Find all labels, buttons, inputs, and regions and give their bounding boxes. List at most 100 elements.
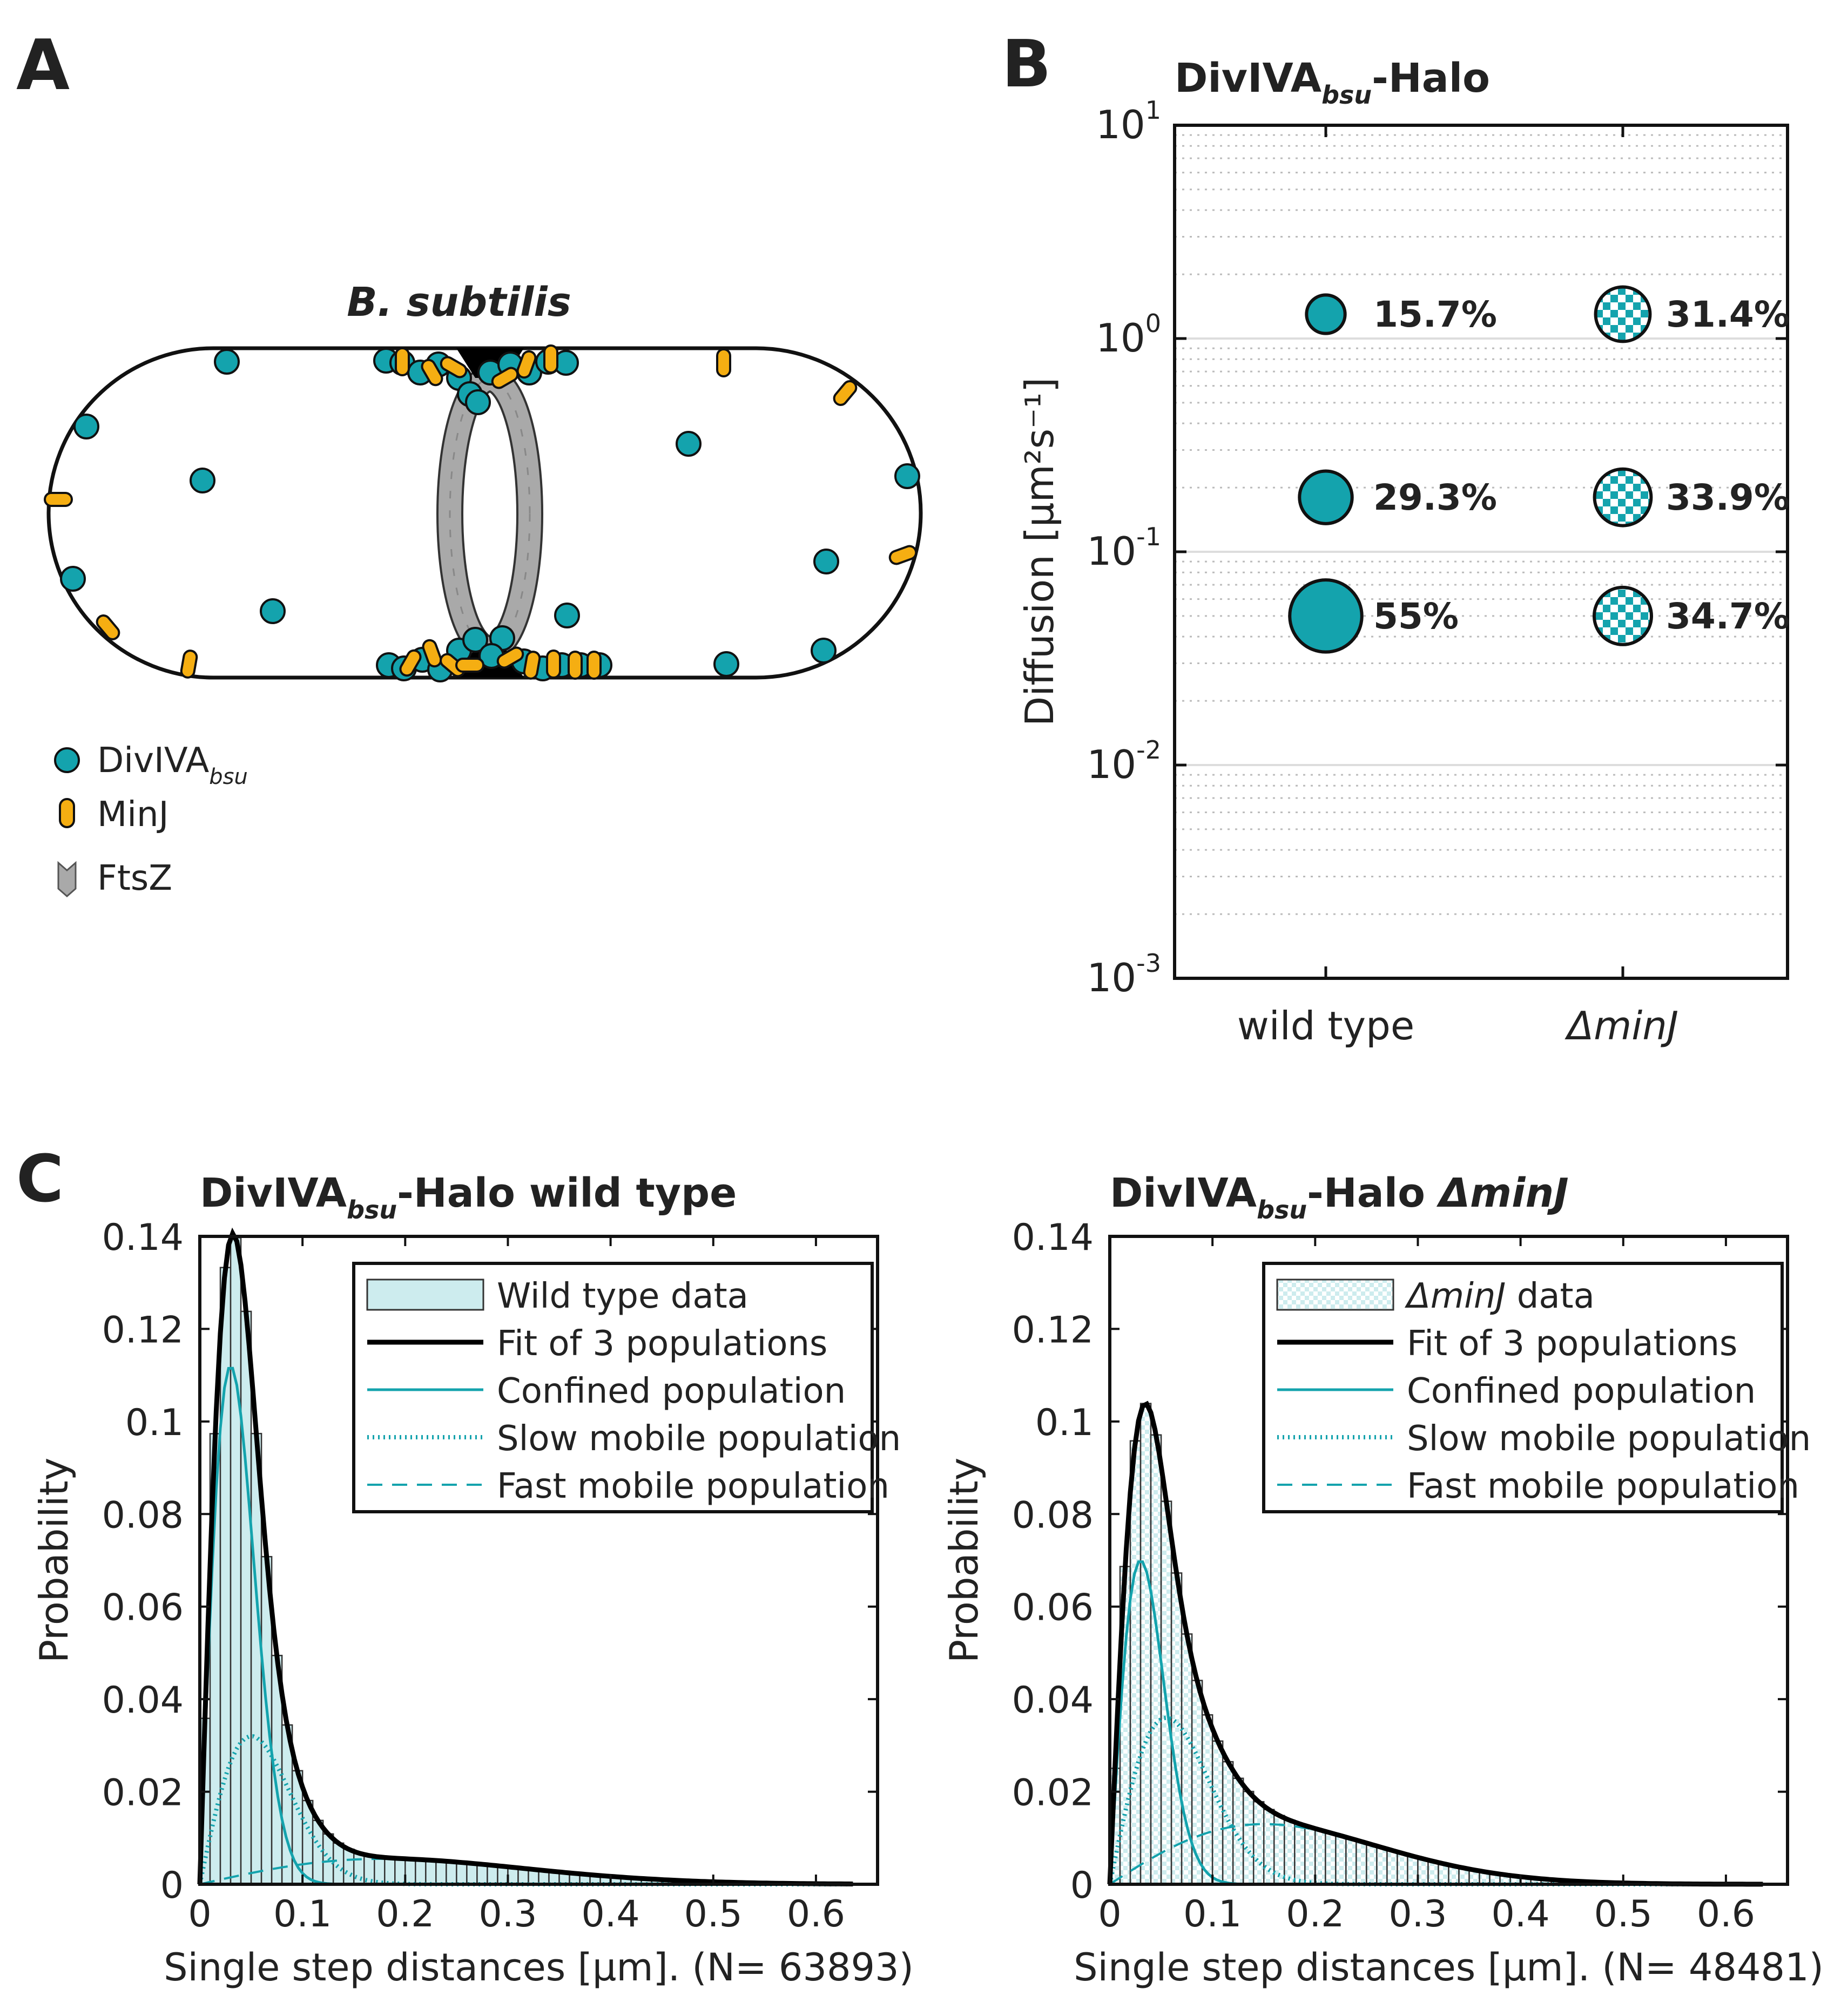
diviva-dot bbox=[214, 349, 240, 375]
panel-b-y-axis: 10-3 10-2 10-1 100 101 bbox=[1087, 96, 1788, 1000]
y-tick-label: 100 bbox=[1096, 309, 1161, 361]
minj-pill bbox=[422, 639, 442, 668]
minj-pill bbox=[44, 492, 73, 507]
minj-pill bbox=[568, 651, 583, 680]
histogram-bar bbox=[1139, 1403, 1152, 1885]
y-tick-label: 0.1 bbox=[1035, 1402, 1094, 1444]
histogram-bar bbox=[1345, 1838, 1357, 1885]
histogram-bar bbox=[1181, 1633, 1193, 1885]
panel-b-bubbles: 15.7% 29.3% 55% 31.4% 33.9% 34.7% bbox=[1288, 285, 1790, 654]
histogram-bar bbox=[312, 1819, 324, 1885]
panel-b: B DivIVAbsu-Halo 10-3 10-2 10-1 100 101 Diff… bbox=[1002, 27, 1790, 1048]
panel-b-grid bbox=[1175, 134, 1788, 915]
x-tick-label: 0.2 bbox=[376, 1893, 434, 1936]
legend-entry-label: Wild type data bbox=[497, 1276, 748, 1316]
histogram-bar bbox=[1366, 1844, 1378, 1885]
y-axis-label: Probability bbox=[31, 1458, 77, 1663]
y-tick-label: 0.04 bbox=[102, 1679, 184, 1722]
minj-pill bbox=[421, 358, 443, 387]
minj-cluster bbox=[44, 344, 918, 680]
y-tick-label: 10-2 bbox=[1087, 735, 1162, 787]
y-tick-label: 0.04 bbox=[1012, 1679, 1094, 1722]
diffusion-bubble bbox=[1592, 585, 1654, 646]
fraction-label: 29.3% bbox=[1373, 477, 1497, 518]
minj-pill bbox=[523, 651, 541, 680]
y-tick-label: 10-3 bbox=[1087, 949, 1162, 1000]
y-tick-label: 0.08 bbox=[102, 1494, 184, 1537]
histogram-bar bbox=[1407, 1855, 1419, 1885]
diviva-dot bbox=[813, 549, 839, 574]
legend-diviva-icon bbox=[54, 747, 80, 773]
diviva-dot bbox=[465, 389, 491, 415]
fraction-label: 15.7% bbox=[1373, 294, 1497, 335]
legend-entry-label: Confined population bbox=[497, 1371, 846, 1411]
histogram-axes-box bbox=[198, 1235, 879, 1886]
y-tick-label: 0.02 bbox=[102, 1772, 184, 1815]
minj-pill bbox=[543, 344, 558, 374]
minj-pill bbox=[516, 350, 537, 379]
minj-pill bbox=[96, 614, 120, 640]
minj-pill bbox=[833, 380, 858, 406]
x-category-label: ΔminJ bbox=[1564, 1003, 1678, 1048]
legend-ftsz-label: FtsZ bbox=[97, 858, 172, 898]
y-tick-label: 0.12 bbox=[102, 1309, 184, 1351]
histogram-bar bbox=[342, 1848, 355, 1885]
histogram-bar bbox=[219, 1267, 232, 1885]
minj-pill bbox=[395, 347, 410, 376]
histogram-bar bbox=[1129, 1440, 1142, 1885]
legend-entry-label: Slow mobile population bbox=[1407, 1419, 1811, 1459]
panel-b-x-axis: wild type ΔminJ bbox=[1237, 125, 1678, 1048]
x-tick-label: 0.1 bbox=[273, 1893, 332, 1936]
histogram-bar bbox=[487, 1864, 498, 1885]
panel-c-right: DivIVAbsu-Halo ΔminJ 0 0.02 0.04 0.06 0.08 0.1… bbox=[941, 1170, 1824, 1990]
minj-pill bbox=[586, 651, 602, 680]
x-tick-label: 0.1 bbox=[1183, 1893, 1242, 1936]
diviva-dot bbox=[554, 603, 580, 628]
histogram-bar bbox=[435, 1860, 447, 1885]
cell-title: B. subtilis bbox=[347, 279, 571, 326]
diviva-dot bbox=[894, 463, 920, 489]
legend-entry-label: Fast mobile population bbox=[497, 1466, 889, 1506]
minj-pill bbox=[716, 348, 731, 377]
diviva-dot bbox=[73, 414, 99, 439]
legend-entry-label: Fit of 3 populations bbox=[497, 1324, 827, 1364]
legend-entry-label: Fast mobile population bbox=[1407, 1466, 1799, 1506]
legend-data-swatch bbox=[366, 1278, 484, 1311]
x-tick-label: 0 bbox=[188, 1893, 211, 1936]
y-tick-label: 0.02 bbox=[1012, 1772, 1094, 1815]
histogram-bar bbox=[230, 1237, 242, 1885]
histogram-bar bbox=[456, 1862, 468, 1885]
histogram-axes-box bbox=[1108, 1235, 1789, 1886]
histogram-bar bbox=[1335, 1835, 1347, 1885]
histogram-bar bbox=[1294, 1823, 1306, 1885]
y-tick-label: 0 bbox=[160, 1864, 184, 1907]
panel-c-left: DivIVAbsu-Halo wild type 0 0.02 0.04 0.06 0.0… bbox=[31, 1170, 914, 1990]
x-tick-label: 0.5 bbox=[1594, 1893, 1653, 1936]
histogram-bar bbox=[1222, 1761, 1234, 1885]
panel-b-letter: B bbox=[1002, 27, 1051, 102]
histogram-bar bbox=[1284, 1819, 1296, 1885]
minj-pill bbox=[399, 649, 422, 677]
legend-entry-label: ΔminJ data bbox=[1404, 1276, 1595, 1316]
histogram-bar bbox=[1386, 1850, 1398, 1885]
x-tick-label: 0.4 bbox=[1492, 1893, 1550, 1936]
histogram-bar bbox=[466, 1863, 478, 1885]
x-tick-label: 0.3 bbox=[478, 1893, 537, 1936]
slow-mobile-curve bbox=[1108, 1715, 1763, 1886]
fraction-label: 55% bbox=[1373, 596, 1459, 637]
histogram-bar bbox=[374, 1856, 386, 1885]
histogram-bar bbox=[1356, 1841, 1367, 1885]
fraction-label: 33.9% bbox=[1666, 477, 1790, 518]
histogram-bar bbox=[1211, 1740, 1224, 1885]
panel-c-letter: C bbox=[16, 1142, 64, 1217]
histogram-bar bbox=[1376, 1846, 1388, 1885]
y-axis-label: Probability bbox=[941, 1458, 987, 1663]
histogram-bar bbox=[1325, 1832, 1337, 1885]
histogram-bar bbox=[1304, 1826, 1316, 1885]
legend-a: DivIVAbsu MinJ FtsZ bbox=[54, 741, 248, 898]
y-tick-label: 0.1 bbox=[125, 1402, 184, 1444]
minj-pill bbox=[180, 650, 198, 679]
histogram-title: DivIVAbsu-Halo wild type bbox=[200, 1170, 737, 1225]
legend-minj-label: MinJ bbox=[97, 795, 168, 835]
